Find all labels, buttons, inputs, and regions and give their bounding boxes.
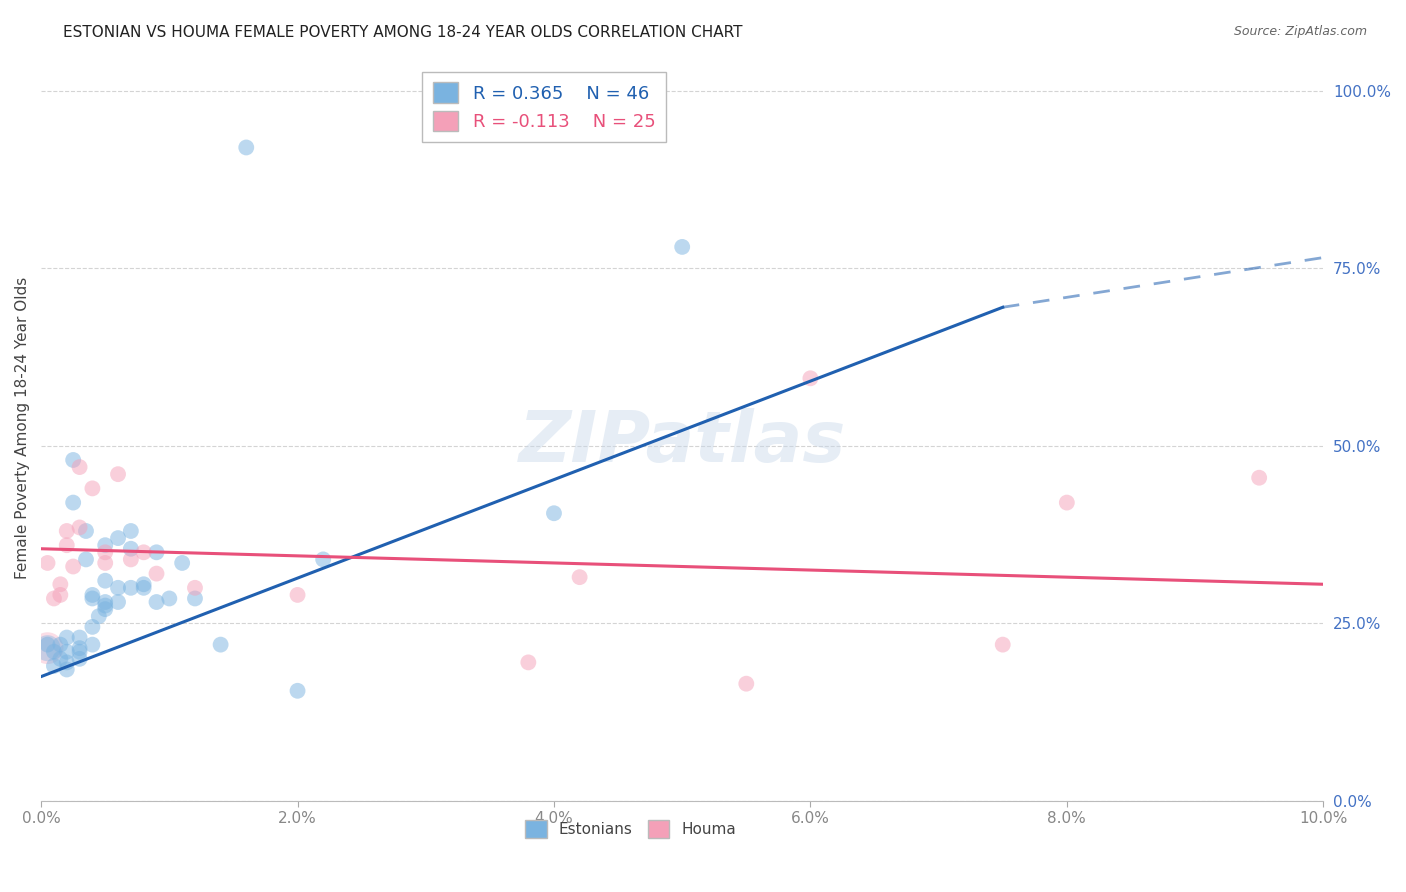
Point [172,556,194,570]
Point [209,638,232,652]
Point [37,556,59,570]
Point [991,638,1014,652]
Point [69,652,91,666]
Point [82,482,104,496]
Point [42,659,65,673]
Point [55,656,77,670]
Point [82,620,104,634]
Point [107,467,129,482]
Point [37,641,59,656]
Point [145,595,167,609]
Point [82,638,104,652]
Point [287,683,309,698]
Point [287,588,309,602]
Point [87,609,110,624]
Point [94,599,117,613]
Point [69,641,91,656]
Point [55,663,77,677]
Point [94,538,117,552]
Point [62,559,84,574]
Point [69,645,91,659]
Point [145,566,167,581]
Point [145,545,167,559]
Point [120,552,142,566]
Point [735,676,758,690]
Point [120,524,142,538]
Point [312,552,335,566]
Point [69,520,91,534]
Point [55,645,77,659]
Point [49,577,72,591]
Text: ZIPatlas: ZIPatlas [519,409,846,477]
Point [132,581,155,595]
Point [157,591,180,606]
Point [235,140,257,154]
Point [49,652,72,666]
Point [94,545,117,559]
Point [120,581,142,595]
Point [132,577,155,591]
Point [69,460,91,475]
Point [184,581,207,595]
Point [94,556,117,570]
Y-axis label: Female Poverty Among 18-24 Year Olds: Female Poverty Among 18-24 Year Olds [15,277,30,579]
Point [107,581,129,595]
Point [62,495,84,509]
Point [107,595,129,609]
Point [82,588,104,602]
Point [55,631,77,645]
Point [94,595,117,609]
Point [42,645,65,659]
Point [37,641,59,656]
Point [543,506,565,520]
Legend: Estonians, Houma: Estonians, Houma [517,813,744,846]
Point [75,524,97,538]
Point [799,371,821,385]
Point [132,545,155,559]
Point [1249,471,1271,485]
Point [671,240,693,254]
Text: ESTONIAN VS HOUMA FEMALE POVERTY AMONG 18-24 YEAR OLDS CORRELATION CHART: ESTONIAN VS HOUMA FEMALE POVERTY AMONG 1… [63,25,742,40]
Point [184,591,207,606]
Point [568,570,591,584]
Point [55,524,77,538]
Point [37,638,59,652]
Point [82,591,104,606]
Point [1056,495,1078,509]
Point [120,541,142,556]
Point [107,531,129,545]
Point [62,453,84,467]
Point [75,552,97,566]
Point [49,588,72,602]
Text: Source: ZipAtlas.com: Source: ZipAtlas.com [1233,25,1367,38]
Point [517,656,540,670]
Point [94,574,117,588]
Point [42,591,65,606]
Point [94,602,117,616]
Point [55,538,77,552]
Point [69,631,91,645]
Point [49,638,72,652]
